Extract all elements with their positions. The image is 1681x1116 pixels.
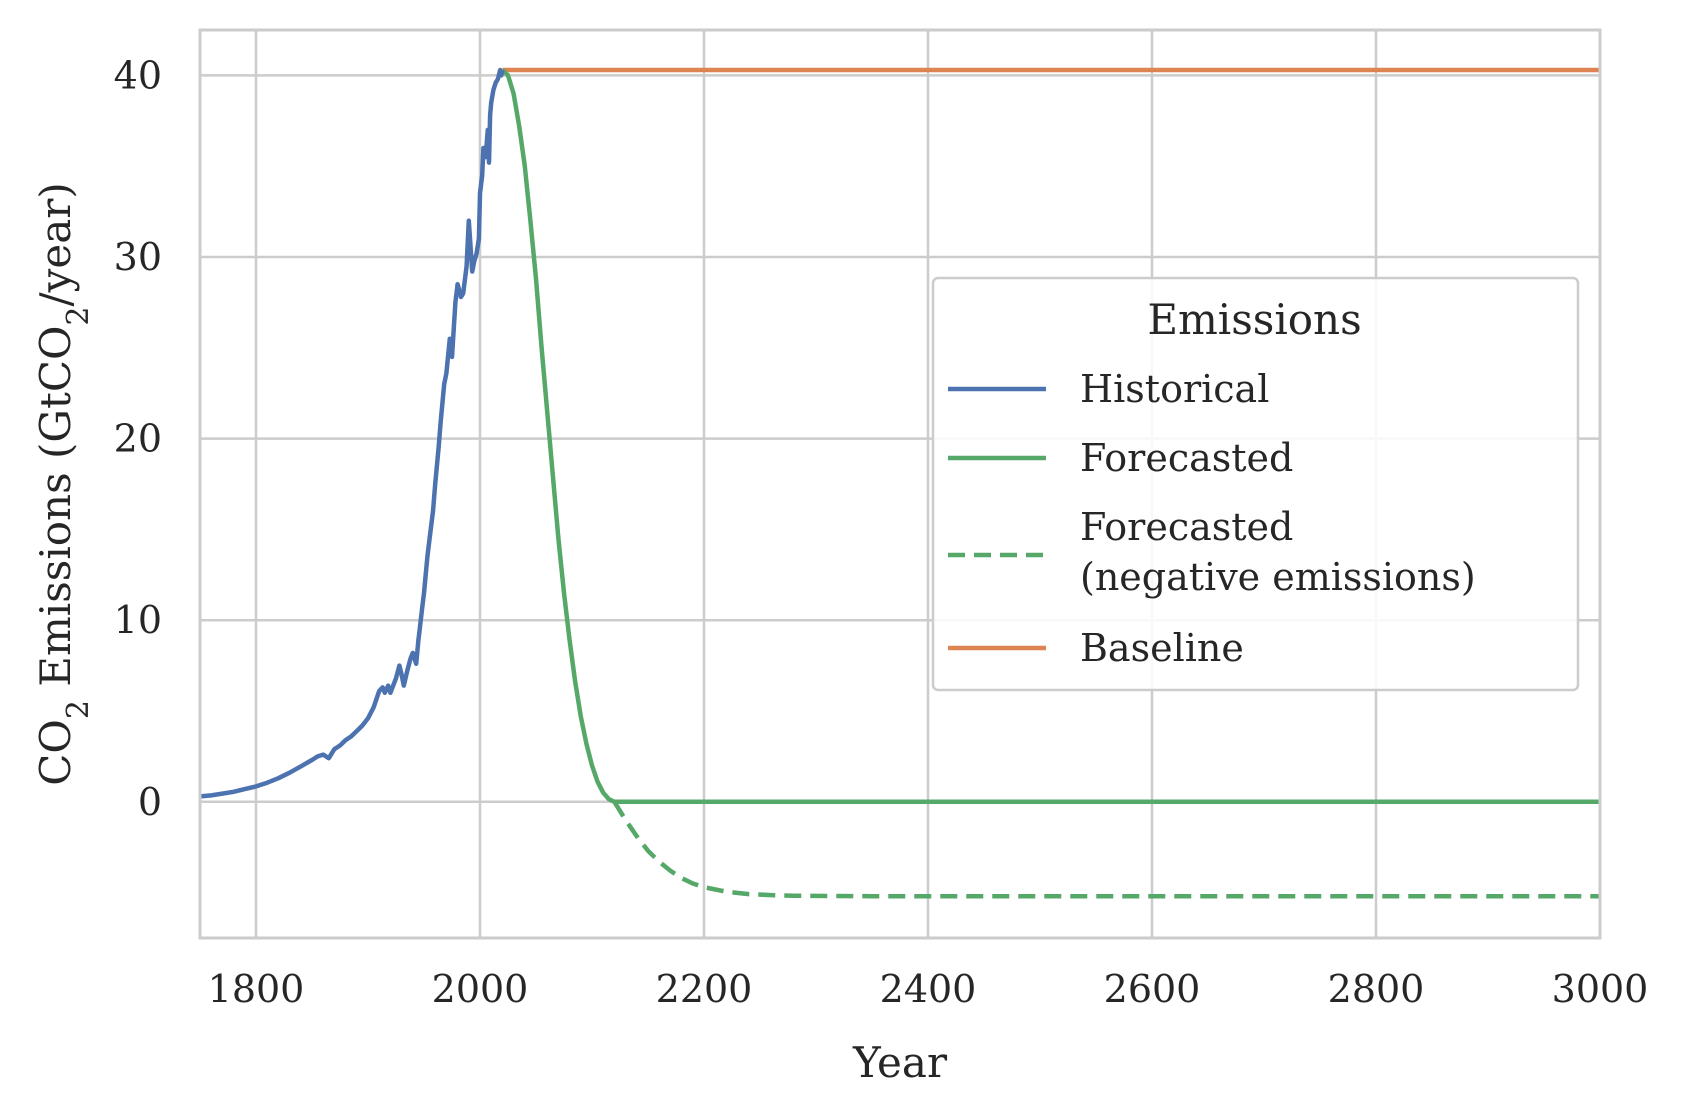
- series-line-historical: [200, 67, 505, 799]
- x-axis-title: Year: [852, 1038, 948, 1087]
- y-axis-title-sub2: 2: [61, 307, 96, 326]
- y-axis-title-suffix: /year): [31, 182, 80, 306]
- legend-label: Forecasted (negative emissions): [1080, 505, 1476, 599]
- legend-item: Baseline: [948, 626, 1244, 670]
- legend: Emissions Historical Forecasted Forecasted…: [931, 276, 1580, 692]
- series-line-forecasted-dashed: [612, 800, 1600, 899]
- y-axis-title: CO2 Emissions (GtCO2/year): [31, 182, 96, 785]
- data-series: [200, 67, 1600, 899]
- x-tick-label: 1800: [208, 967, 305, 1011]
- y-tick-label: 40: [114, 53, 162, 97]
- y-axis-title-sub: 2: [61, 700, 96, 719]
- y-tick-label: 20: [114, 417, 162, 461]
- x-tick-label: 2800: [1328, 967, 1425, 1011]
- legend-item: Historical: [948, 367, 1269, 411]
- y-tick-label: 30: [114, 235, 162, 279]
- legend-items: Historical Forecasted Forecasted (negative …: [948, 367, 1476, 670]
- x-tick-label: 2600: [1104, 967, 1201, 1011]
- legend-label: Forecasted: [1080, 436, 1293, 480]
- y-tick-label: 0: [138, 780, 162, 824]
- plot-frame: [198, 28, 1602, 940]
- x-tick-label: 2400: [880, 967, 977, 1011]
- legend-label: Historical: [1080, 367, 1269, 411]
- legend-title: Emissions: [1147, 295, 1361, 344]
- x-tick-label: 3000: [1552, 967, 1649, 1011]
- tick-labels: 1800 2000 2200 2400 2600 2800 3000 0 10 20 30 40: [114, 53, 1649, 1011]
- y-axis-title-mid: Emissions (GtCO: [31, 326, 80, 700]
- y-tick-label: 10: [114, 598, 162, 642]
- x-tick-label: 2000: [432, 967, 529, 1011]
- legend-item: Forecasted: [948, 436, 1293, 480]
- x-tick-label: 2200: [656, 967, 753, 1011]
- legend-box: [931, 276, 1580, 692]
- series-line-forecasted: [500, 68, 1600, 805]
- legend-label: Baseline: [1080, 626, 1244, 670]
- y-axis-title-co: CO: [31, 719, 80, 786]
- legend-item: Forecasted (negative emissions): [948, 505, 1476, 599]
